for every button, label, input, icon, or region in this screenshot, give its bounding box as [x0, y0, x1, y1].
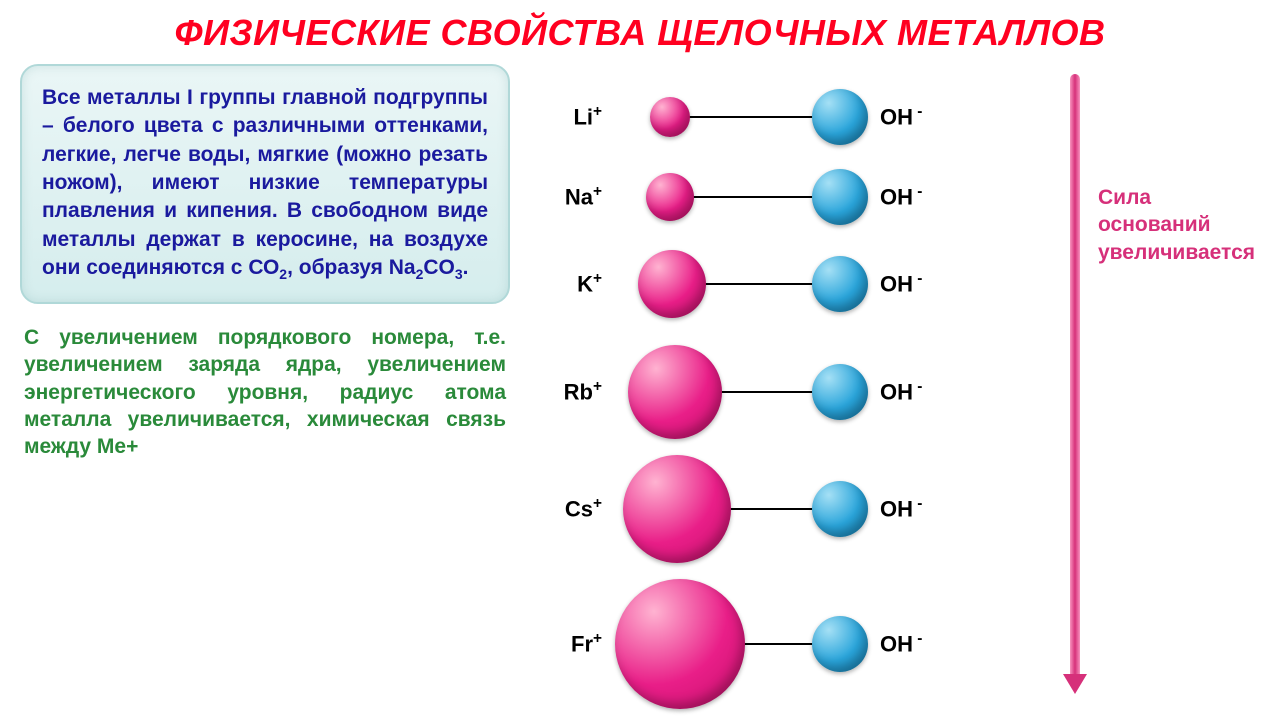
anion-sphere	[812, 616, 868, 672]
hydroxide-label: ОН -	[880, 270, 922, 297]
ion-pair: ОН -	[610, 117, 940, 118]
arrow-label: Силаоснованийувеличивается	[1098, 184, 1268, 266]
element-row: K+ОН -	[540, 259, 940, 309]
ion-pair: ОН -	[610, 392, 940, 393]
element-symbol: K+	[540, 270, 610, 297]
page-title: ФИЗИЧЕСКИЕ СВОЙСТВА ЩЕЛОЧНЫХ МЕТАЛЛОВ	[0, 0, 1280, 54]
left-column: Все металлы I группы главной подгруппы –…	[20, 64, 510, 699]
cation-sphere	[628, 345, 722, 439]
trend-arrow: Силаоснованийувеличивается	[1070, 74, 1268, 694]
anion-sphere	[812, 169, 868, 225]
right-column: Li+ОН -Na+ОН -K+ОН -Rb+ОН -Cs+ОН -Fr+ОН …	[510, 64, 1260, 699]
hydroxide-label: ОН -	[880, 495, 922, 522]
ion-pair: ОН -	[610, 644, 940, 645]
cation-sphere	[646, 173, 694, 221]
element-symbol: Cs+	[540, 495, 610, 522]
cation-sphere	[650, 97, 690, 137]
element-symbol: Rb+	[540, 378, 610, 405]
anion-sphere	[812, 481, 868, 537]
element-row: Na+ОН -	[540, 172, 940, 222]
element-row: Fr+ОН -	[540, 619, 940, 669]
element-symbol: Na+	[540, 183, 610, 210]
anion-sphere	[812, 89, 868, 145]
note-text: С увеличением порядкового номера, т.е. у…	[20, 324, 510, 460]
element-symbol: Fr+	[540, 630, 610, 657]
anion-sphere	[812, 364, 868, 420]
anion-sphere	[812, 256, 868, 312]
hydroxide-label: ОН -	[880, 103, 922, 130]
element-row: Li+ОН -	[540, 92, 940, 142]
arrow-shape	[1070, 74, 1080, 694]
element-row: Cs+ОН -	[540, 484, 940, 534]
element-symbol: Li+	[540, 103, 610, 130]
hydroxide-label: ОН -	[880, 183, 922, 210]
cation-sphere	[638, 250, 706, 318]
ion-pair: ОН -	[610, 284, 940, 285]
hydroxide-label: ОН -	[880, 378, 922, 405]
content: Все металлы I группы главной подгруппы –…	[0, 54, 1280, 699]
hydroxide-label: ОН -	[880, 630, 922, 657]
cation-sphere	[615, 579, 745, 709]
atom-diagram: Li+ОН -Na+ОН -K+ОН -Rb+ОН -Cs+ОН -Fr+ОН …	[540, 64, 1260, 699]
ion-pair: ОН -	[610, 509, 940, 510]
cation-sphere	[623, 455, 731, 563]
element-row: Rb+ОН -	[540, 367, 940, 417]
ion-pair: ОН -	[610, 197, 940, 198]
info-box: Все металлы I группы главной подгруппы –…	[20, 64, 510, 304]
